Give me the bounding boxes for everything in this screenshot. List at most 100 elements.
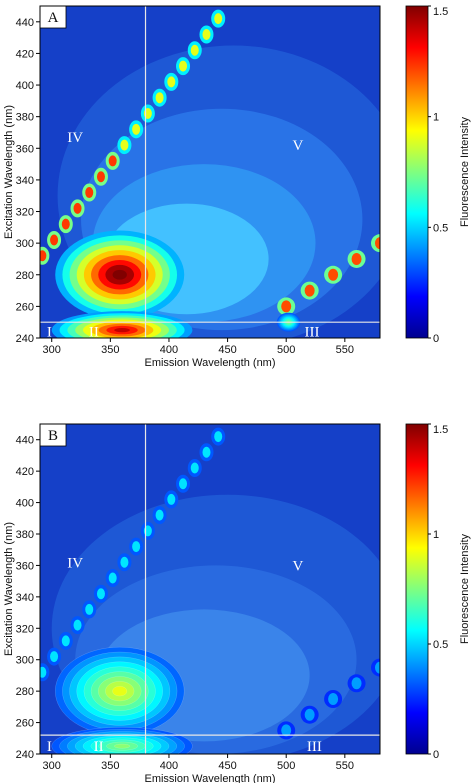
scatter-dot (202, 28, 211, 40)
colorbar-label: Fluorescence Intensity (459, 533, 471, 644)
scatter-dot (190, 44, 199, 56)
x-axis-label: Emission Wavelength (nm) (144, 773, 275, 783)
x-tick-label: 300 (43, 344, 61, 356)
y-tick-label: 440 (16, 17, 34, 29)
colorbar-tick-label: 1.5 (433, 6, 448, 18)
colorbar-tick-label: 0 (433, 749, 439, 761)
scatter-dot (132, 123, 141, 135)
colorbar-tick-label: 0 (433, 333, 439, 345)
scatter-dot (85, 603, 94, 615)
region-label-iii: III (307, 739, 322, 755)
second-order-dot (304, 284, 315, 297)
second-order-dot (304, 708, 315, 721)
y-tick-label: 320 (16, 207, 34, 219)
x-axis-label: Emission Wavelength (nm) (144, 357, 275, 369)
y-tick-label: 260 (16, 301, 34, 313)
x-tick-label: 550 (336, 760, 354, 772)
scatter-dot (120, 139, 129, 151)
second-order-dot (351, 252, 362, 265)
y-tick-label: 380 (16, 529, 34, 541)
region-label-iv: IV (67, 555, 83, 571)
scatter-dot (132, 541, 141, 553)
scatter-dot (61, 218, 70, 230)
y-tick-label: 240 (16, 333, 34, 345)
second-order-dot (375, 237, 380, 250)
region-label-ii: II (94, 739, 104, 755)
colorbar-tick-label: 1.5 (433, 424, 448, 436)
panel-letter: B (48, 428, 58, 444)
region-label-i: I (47, 739, 52, 755)
scatter-dot (190, 462, 199, 474)
scatter-dot (96, 588, 105, 600)
region-label-ii: II (89, 325, 99, 341)
panel-letter: A (48, 10, 59, 26)
scatter-dot (120, 556, 129, 568)
y-tick-label: 260 (16, 718, 34, 730)
x-tick-label: 350 (101, 760, 119, 772)
scatter-dot (155, 92, 164, 104)
region-label-iv: IV (67, 130, 83, 146)
scatter-dot (50, 651, 59, 663)
scatter-dot (61, 635, 70, 647)
x-tick-label: 500 (277, 760, 295, 772)
y-tick-label: 300 (16, 655, 34, 667)
y-tick-label: 400 (16, 80, 34, 92)
x-tick-label: 400 (160, 760, 178, 772)
y-tick-label: 240 (16, 749, 34, 761)
x-tick-label: 300 (43, 760, 61, 772)
scatter-dot (214, 13, 223, 25)
colorbar-tick-label: 0.5 (433, 222, 448, 234)
colorbar-tick-label: 1 (433, 529, 439, 541)
y-tick-label: 420 (16, 466, 34, 478)
colorbar-tick-label: 1 (433, 112, 439, 124)
y-tick-label: 400 (16, 498, 34, 510)
second-order-dot (328, 268, 339, 281)
scatter-dot (50, 234, 59, 246)
y-tick-label: 360 (16, 143, 34, 155)
second-order-dot (281, 724, 292, 737)
peak-contour (114, 743, 131, 749)
scatter-dot (85, 187, 94, 199)
scatter-dot (179, 60, 188, 72)
scatter-dot (73, 619, 82, 631)
colorbar-tick-label: 0.5 (433, 639, 448, 651)
y-tick-label: 380 (16, 112, 34, 124)
plot-frame (39, 423, 381, 755)
second-order-dot (281, 300, 292, 313)
scatter-dot (40, 666, 47, 678)
peak-contour (112, 686, 128, 697)
y-tick-label: 340 (16, 175, 34, 187)
scatter-dot (167, 493, 176, 505)
x-tick-label: 400 (160, 344, 178, 356)
second-order-dot (351, 677, 362, 690)
y-tick-label: 280 (16, 270, 34, 282)
x-tick-label: 500 (277, 344, 295, 356)
second-order-dot (375, 661, 380, 674)
y-tick-label: 280 (16, 686, 34, 698)
scatter-dot (108, 155, 117, 167)
y-tick-label: 320 (16, 623, 34, 635)
scatter-dot (202, 446, 211, 458)
scatter-dot (40, 250, 47, 262)
y-axis-label: Excitation Wavelength (nm) (3, 522, 15, 656)
scatter-dot (179, 478, 188, 490)
x-tick-label: 450 (218, 344, 236, 356)
scatter-dot (108, 572, 117, 584)
scatter-dot (214, 431, 223, 443)
x-tick-label: 550 (336, 344, 354, 356)
peak-contour (114, 327, 130, 333)
peak-contour (112, 269, 127, 280)
x-tick-label: 350 (101, 344, 119, 356)
region-label-v: V (293, 558, 304, 574)
y-tick-label: 360 (16, 560, 34, 572)
y-tick-label: 420 (16, 48, 34, 60)
colorbar (405, 5, 429, 339)
region-label-iii: III (305, 325, 320, 341)
colorbar (405, 423, 429, 755)
